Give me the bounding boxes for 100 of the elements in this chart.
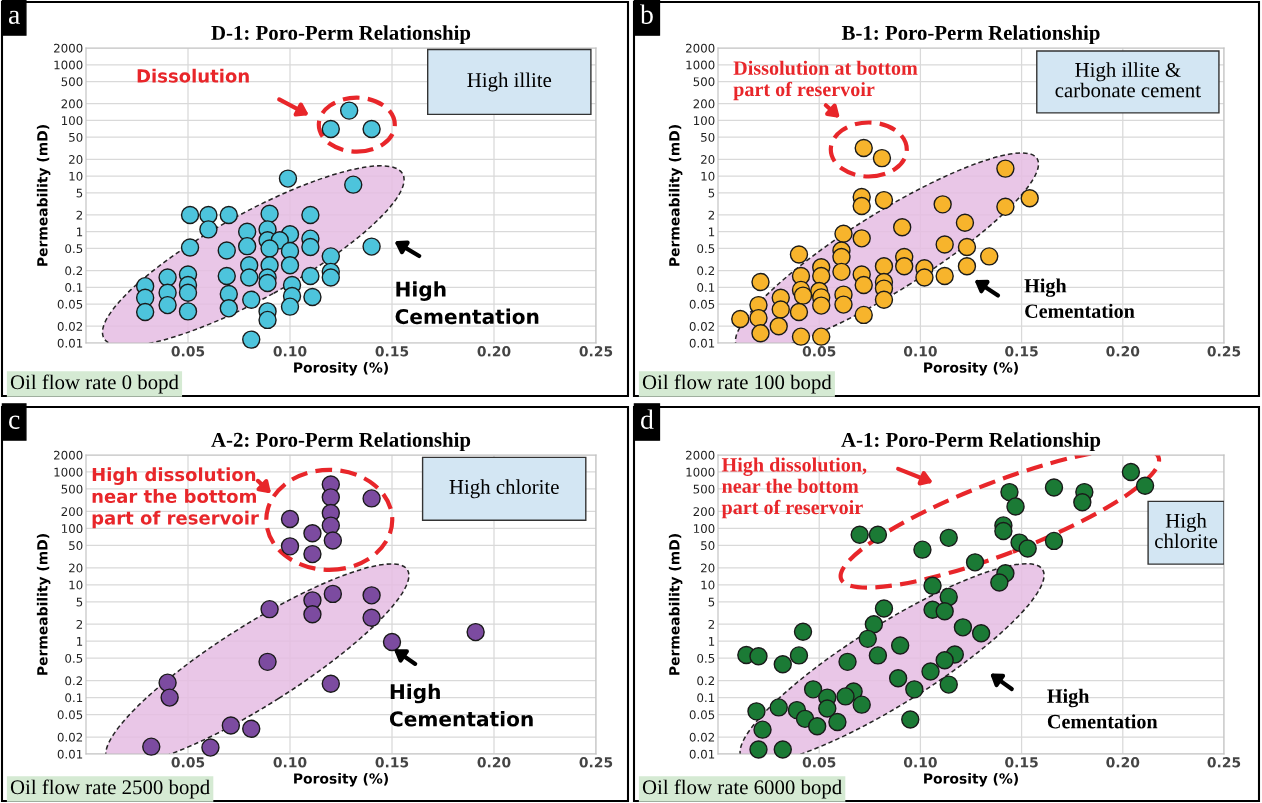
point <box>935 266 954 286</box>
x-axis-title: Porosity (%) <box>924 773 1018 787</box>
point <box>1135 476 1155 495</box>
y-tick-label: 100 <box>61 524 83 534</box>
point <box>242 290 261 309</box>
point <box>832 247 851 267</box>
y-tick-label: 2 <box>708 619 715 629</box>
point <box>874 256 894 276</box>
point <box>892 218 912 237</box>
chart-title: D-1: Poro-Perm Relationship <box>211 25 471 45</box>
y-tick-label: 2000 <box>686 43 715 53</box>
x-tick-label: 0.25 <box>579 757 613 768</box>
point <box>832 262 851 282</box>
point <box>890 636 910 655</box>
point <box>953 618 973 637</box>
point <box>838 652 857 672</box>
y-tick-label: 0.5 <box>65 244 83 254</box>
x-axis-title: Porosity (%) <box>294 362 388 376</box>
point <box>301 205 320 225</box>
point <box>939 675 958 694</box>
point <box>260 239 279 258</box>
point <box>731 309 750 329</box>
y-tick-label: 5 <box>76 188 83 198</box>
y-tick-label: 100 <box>61 116 83 126</box>
x-tick-label: 0.10 <box>903 757 937 768</box>
x-tick-label: 0.25 <box>1207 757 1241 768</box>
y-tick-label: 0.5 <box>697 244 715 254</box>
y-tick-label: 200 <box>693 99 715 109</box>
point <box>773 655 792 674</box>
y-tick-label: 1000 <box>686 60 715 70</box>
point <box>158 268 177 287</box>
point <box>323 531 343 550</box>
y-tick-label: 10 <box>69 580 83 590</box>
point <box>872 148 892 168</box>
point <box>971 624 991 643</box>
y-tick-label: 50 <box>69 132 83 142</box>
point <box>771 300 790 319</box>
point <box>160 688 179 707</box>
point <box>1073 493 1092 512</box>
point <box>769 698 788 717</box>
x-tick-label: 0.15 <box>1005 346 1038 357</box>
point <box>219 205 239 225</box>
text: b <box>640 4 653 24</box>
x-tick-label: 0.25 <box>579 346 613 357</box>
point <box>751 272 770 292</box>
y-tick-label: 0.1 <box>697 283 715 292</box>
y-tick-label: 1 <box>709 637 715 646</box>
point <box>321 268 341 287</box>
point <box>301 266 320 286</box>
x-tick-label: 0.15 <box>1005 757 1038 768</box>
point <box>258 652 277 672</box>
point <box>303 524 322 543</box>
point <box>852 196 871 216</box>
annotation: High Cementation <box>395 281 539 325</box>
point <box>280 537 300 556</box>
y-tick-label: 0.1 <box>697 693 715 703</box>
text: a <box>8 10 20 24</box>
point <box>219 299 239 318</box>
point <box>828 712 847 732</box>
point <box>812 327 831 346</box>
point <box>957 256 977 276</box>
y-tick-label: 5 <box>76 597 83 607</box>
y-tick-label: 100 <box>693 116 715 126</box>
point <box>868 646 888 665</box>
y-tick-label: 0.01 <box>57 338 83 348</box>
point <box>239 268 259 287</box>
x-tick-label: 0.05 <box>171 346 205 357</box>
y-tick-label: 1000 <box>54 60 83 70</box>
y-tick-label: 0.01 <box>57 749 83 759</box>
point <box>874 190 894 210</box>
point <box>301 237 320 257</box>
point <box>1121 462 1141 482</box>
point <box>854 305 873 325</box>
y-tick-label: 1 <box>709 227 715 237</box>
point <box>303 544 322 564</box>
point <box>260 204 279 223</box>
point <box>258 310 277 330</box>
x-tick-label: 0.25 <box>1207 346 1241 357</box>
point <box>901 710 920 729</box>
point <box>852 695 871 714</box>
point <box>1006 497 1025 516</box>
y-tick-label: 0.02 <box>689 321 715 331</box>
point <box>769 317 788 336</box>
chart-title: A-2: Poro-Perm Relationship <box>211 432 471 452</box>
y-tick-label: 500 <box>693 77 715 87</box>
point <box>854 275 873 295</box>
y-tick-label: 1 <box>77 227 83 237</box>
x-tick-label: 0.05 <box>171 757 205 768</box>
point <box>994 521 1013 541</box>
point <box>362 119 381 139</box>
point <box>339 101 359 120</box>
point <box>303 287 322 307</box>
point <box>278 169 298 188</box>
x-tick-label: 0.15 <box>375 757 409 768</box>
y-tick-label: 5 <box>708 188 715 198</box>
y-tick-label: 0.2 <box>65 676 83 686</box>
point <box>858 629 877 649</box>
y-tick-label: 0.1 <box>65 693 83 703</box>
point <box>854 138 873 158</box>
y-tick-label: 50 <box>69 541 83 551</box>
